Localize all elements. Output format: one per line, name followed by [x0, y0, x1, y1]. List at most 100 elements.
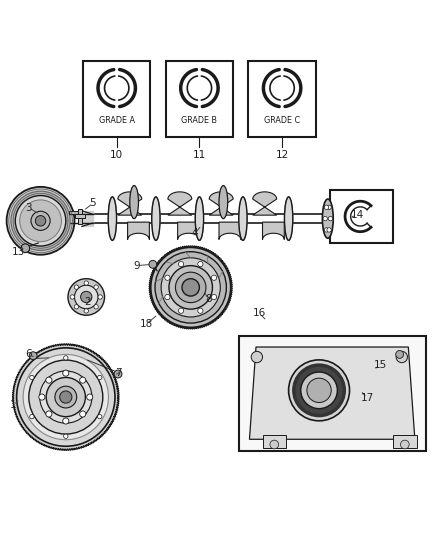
Circle shape: [178, 308, 184, 313]
Ellipse shape: [239, 197, 247, 240]
Circle shape: [114, 370, 122, 378]
Circle shape: [289, 360, 350, 421]
Circle shape: [307, 378, 331, 402]
Circle shape: [29, 360, 103, 434]
Polygon shape: [168, 192, 192, 215]
Ellipse shape: [108, 197, 117, 240]
Bar: [330, 190, 393, 243]
Text: 16: 16: [252, 308, 266, 318]
Text: 7: 7: [116, 368, 122, 378]
Circle shape: [80, 377, 86, 383]
Circle shape: [81, 292, 92, 303]
Ellipse shape: [284, 197, 293, 240]
Circle shape: [30, 375, 34, 379]
Circle shape: [198, 262, 203, 266]
Circle shape: [11, 191, 70, 251]
Text: 15: 15: [374, 360, 387, 370]
Text: 13: 13: [12, 247, 25, 257]
Circle shape: [270, 440, 279, 449]
Circle shape: [212, 275, 217, 280]
Circle shape: [70, 295, 74, 299]
Bar: [166, 61, 233, 137]
Circle shape: [84, 309, 88, 313]
Bar: [78, 208, 82, 224]
Bar: [83, 61, 150, 137]
Circle shape: [294, 365, 344, 416]
Bar: [74, 214, 85, 218]
Circle shape: [30, 415, 34, 419]
Ellipse shape: [322, 199, 333, 238]
Circle shape: [20, 200, 61, 241]
Text: GRADE A: GRADE A: [99, 116, 135, 125]
Circle shape: [68, 279, 105, 315]
Circle shape: [63, 418, 69, 424]
Circle shape: [149, 261, 157, 268]
Circle shape: [324, 228, 328, 232]
Polygon shape: [12, 344, 119, 450]
Bar: [248, 61, 316, 137]
Circle shape: [80, 411, 86, 417]
Circle shape: [46, 377, 52, 383]
Text: 4: 4: [192, 229, 198, 238]
Circle shape: [55, 386, 77, 408]
Circle shape: [396, 351, 403, 358]
Circle shape: [327, 205, 331, 209]
Text: 1: 1: [10, 400, 17, 410]
Text: 12: 12: [276, 150, 289, 160]
Bar: [393, 435, 417, 448]
Text: GRADE B: GRADE B: [181, 116, 217, 125]
Circle shape: [251, 351, 262, 362]
Circle shape: [35, 215, 46, 226]
Circle shape: [46, 377, 85, 417]
Ellipse shape: [219, 185, 228, 219]
Ellipse shape: [130, 185, 138, 219]
Circle shape: [74, 305, 78, 309]
Text: 6: 6: [25, 350, 32, 359]
Bar: [239, 336, 426, 451]
Circle shape: [176, 272, 206, 303]
Text: 9: 9: [134, 261, 141, 271]
Circle shape: [94, 305, 98, 309]
Text: 11: 11: [193, 150, 206, 160]
Text: 2: 2: [84, 297, 90, 307]
Circle shape: [40, 371, 92, 423]
Circle shape: [98, 295, 102, 299]
Circle shape: [46, 411, 52, 417]
Bar: [69, 211, 80, 214]
Circle shape: [151, 247, 231, 327]
Circle shape: [31, 211, 50, 230]
Circle shape: [182, 279, 199, 296]
Ellipse shape: [152, 197, 160, 240]
Polygon shape: [178, 222, 199, 239]
Circle shape: [23, 354, 109, 440]
Circle shape: [212, 294, 217, 300]
Circle shape: [165, 294, 170, 300]
Polygon shape: [253, 192, 277, 215]
Circle shape: [39, 394, 45, 400]
Circle shape: [178, 262, 184, 266]
Circle shape: [400, 440, 409, 449]
Circle shape: [301, 372, 337, 409]
Ellipse shape: [195, 197, 204, 240]
Circle shape: [60, 391, 72, 403]
Text: 10: 10: [110, 150, 123, 160]
Polygon shape: [127, 222, 149, 239]
Circle shape: [98, 415, 102, 419]
Polygon shape: [250, 347, 415, 439]
Circle shape: [323, 216, 327, 221]
Text: 18: 18: [140, 319, 153, 329]
Circle shape: [94, 285, 98, 289]
Circle shape: [328, 216, 332, 221]
Text: 8: 8: [205, 294, 212, 304]
Polygon shape: [209, 192, 233, 215]
Text: 3: 3: [25, 203, 32, 213]
Text: 5: 5: [89, 198, 96, 208]
Text: 17: 17: [360, 393, 374, 403]
Circle shape: [74, 285, 98, 309]
Circle shape: [396, 351, 407, 362]
Circle shape: [198, 308, 203, 313]
Circle shape: [155, 252, 226, 323]
Circle shape: [161, 258, 220, 317]
Circle shape: [98, 375, 102, 379]
Circle shape: [21, 244, 30, 253]
